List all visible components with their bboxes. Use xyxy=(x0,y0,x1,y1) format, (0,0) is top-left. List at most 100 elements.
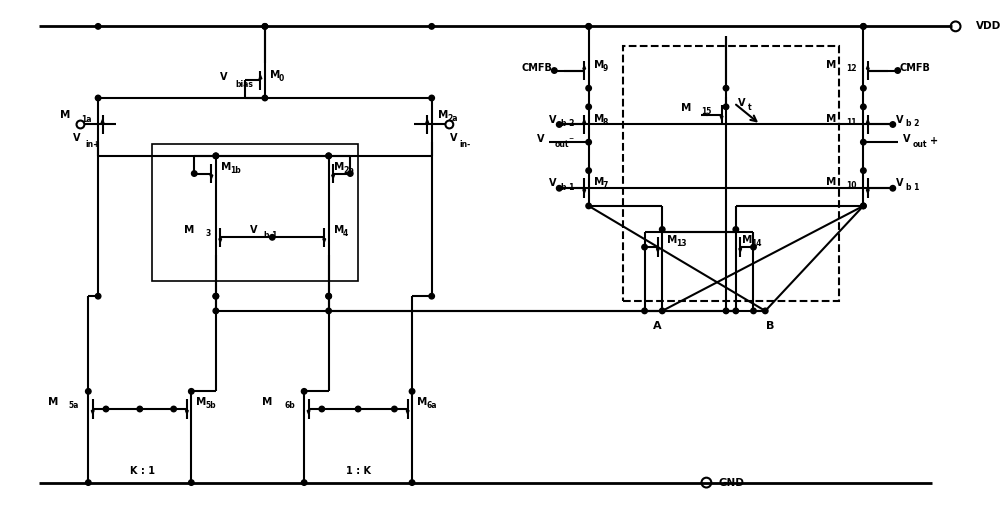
Text: M: M xyxy=(270,70,280,81)
Circle shape xyxy=(171,406,176,412)
Text: 1a: 1a xyxy=(81,115,92,124)
Text: V: V xyxy=(250,226,258,235)
Circle shape xyxy=(723,104,729,110)
Text: in+: in+ xyxy=(85,139,100,149)
Circle shape xyxy=(552,68,557,74)
Text: +: + xyxy=(930,136,938,146)
Polygon shape xyxy=(739,248,742,252)
Circle shape xyxy=(86,388,91,394)
Circle shape xyxy=(659,308,665,314)
Circle shape xyxy=(213,308,219,314)
Text: M: M xyxy=(826,60,836,69)
Circle shape xyxy=(270,235,275,240)
Text: V: V xyxy=(73,133,80,143)
Text: V: V xyxy=(896,115,903,125)
Text: 0: 0 xyxy=(279,75,284,83)
Circle shape xyxy=(586,24,591,29)
Circle shape xyxy=(861,24,866,29)
Circle shape xyxy=(429,24,434,29)
Circle shape xyxy=(861,203,866,209)
Text: B: B xyxy=(766,320,774,331)
Circle shape xyxy=(556,186,562,191)
Circle shape xyxy=(137,406,143,412)
Polygon shape xyxy=(866,120,869,123)
Circle shape xyxy=(763,308,768,314)
Polygon shape xyxy=(406,411,409,414)
Text: M: M xyxy=(60,110,71,120)
Circle shape xyxy=(586,24,591,29)
Text: V: V xyxy=(450,133,457,143)
Circle shape xyxy=(586,139,591,145)
Circle shape xyxy=(301,388,307,394)
Text: M: M xyxy=(48,397,59,407)
Text: 10: 10 xyxy=(846,182,856,190)
Text: t: t xyxy=(748,103,751,112)
Text: 1b: 1b xyxy=(230,166,241,174)
Circle shape xyxy=(355,406,361,412)
Text: 2a: 2a xyxy=(447,114,457,123)
Text: A: A xyxy=(653,320,662,331)
Text: M: M xyxy=(184,226,194,235)
Circle shape xyxy=(642,308,647,314)
Polygon shape xyxy=(259,76,262,79)
Text: 11: 11 xyxy=(846,118,856,127)
Text: 5b: 5b xyxy=(206,401,216,410)
Circle shape xyxy=(392,406,397,412)
Circle shape xyxy=(861,24,866,29)
Text: VDD: VDD xyxy=(976,21,1000,31)
Text: 9: 9 xyxy=(603,63,608,73)
Polygon shape xyxy=(866,65,869,69)
Text: M: M xyxy=(594,177,604,188)
Text: M: M xyxy=(334,162,344,172)
Polygon shape xyxy=(720,116,723,120)
Circle shape xyxy=(895,68,900,74)
Polygon shape xyxy=(332,175,334,178)
Text: M: M xyxy=(221,162,231,172)
Text: 2b: 2b xyxy=(343,166,354,174)
Polygon shape xyxy=(186,411,188,414)
Text: 3: 3 xyxy=(205,229,210,238)
Circle shape xyxy=(751,244,756,250)
Text: out: out xyxy=(554,139,569,149)
Text: bias: bias xyxy=(235,80,253,89)
Circle shape xyxy=(95,95,101,101)
Polygon shape xyxy=(583,65,586,69)
Bar xyxy=(152,144,358,281)
Circle shape xyxy=(723,86,729,91)
Text: M: M xyxy=(417,397,427,407)
Text: 8: 8 xyxy=(603,118,608,127)
Text: M: M xyxy=(334,226,344,235)
Polygon shape xyxy=(323,239,326,242)
Circle shape xyxy=(861,203,866,209)
Circle shape xyxy=(348,171,353,176)
Text: M: M xyxy=(826,177,836,188)
Circle shape xyxy=(409,388,415,394)
Polygon shape xyxy=(866,190,869,193)
Polygon shape xyxy=(656,248,659,252)
Circle shape xyxy=(213,294,219,299)
Text: M: M xyxy=(438,110,448,120)
Text: 13: 13 xyxy=(676,239,687,248)
Text: M: M xyxy=(196,397,207,407)
Circle shape xyxy=(659,227,665,232)
Circle shape xyxy=(861,104,866,110)
Text: M: M xyxy=(667,235,678,245)
Circle shape xyxy=(861,139,866,145)
Circle shape xyxy=(326,308,331,314)
Text: CMFB: CMFB xyxy=(521,62,552,73)
Text: b 1: b 1 xyxy=(561,183,575,192)
Text: M: M xyxy=(742,235,752,245)
Text: ⁻: ⁻ xyxy=(568,136,573,146)
Circle shape xyxy=(429,95,434,101)
Circle shape xyxy=(733,308,739,314)
Polygon shape xyxy=(210,175,213,178)
Text: 12: 12 xyxy=(846,63,856,73)
Polygon shape xyxy=(219,239,222,242)
Circle shape xyxy=(890,122,896,127)
Circle shape xyxy=(262,24,268,29)
Text: 5a: 5a xyxy=(69,401,79,410)
Circle shape xyxy=(586,86,591,91)
Circle shape xyxy=(733,227,739,232)
Circle shape xyxy=(262,24,268,29)
Text: 7: 7 xyxy=(603,182,608,190)
